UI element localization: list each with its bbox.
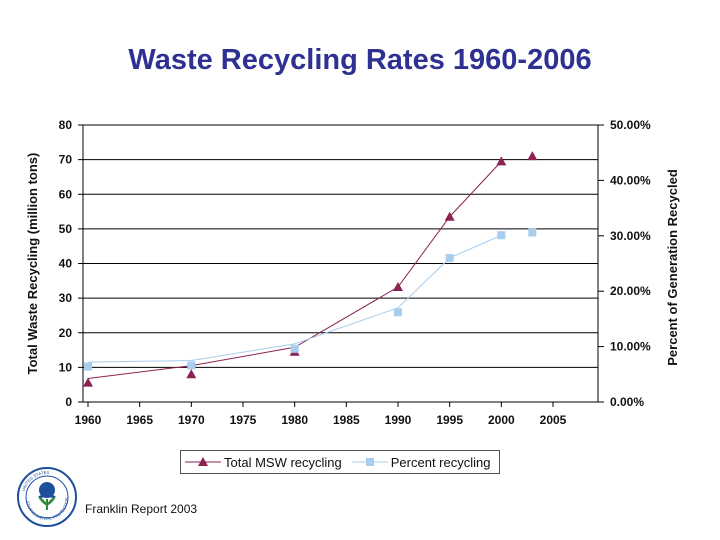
epa-seal-icon: UNITED STATES ENVIRONMENTAL PROTECTION <box>16 466 78 528</box>
legend-swatch-percent <box>351 455 388 469</box>
data-point-percent <box>497 231 506 240</box>
y2-tick-label: 50.00% <box>610 118 651 132</box>
x-tick-label: 1960 <box>75 413 102 427</box>
y-tick-label: 50 <box>59 222 73 236</box>
legend-label-percent: Percent recycling <box>390 454 491 470</box>
y2-tick-label: 40.00% <box>610 173 651 187</box>
x-tick-label: 1995 <box>436 413 463 427</box>
x-tick-label: 1970 <box>178 413 205 427</box>
data-point-percent <box>445 253 454 262</box>
y-tick-label: 70 <box>59 153 73 167</box>
data-point-msw <box>83 377 93 387</box>
x-tick-label: 1975 <box>230 413 257 427</box>
y2-tick-label: 10.00% <box>610 340 651 354</box>
legend-swatch-msw <box>185 455 221 469</box>
y-axis-title: Total Waste Recycling (million tons) <box>25 153 40 375</box>
y2-tick-label: 20.00% <box>610 284 651 298</box>
y-tick-label: 30 <box>59 291 73 305</box>
data-point-msw <box>527 151 538 161</box>
legend-entry-percent: Percent recycling <box>351 454 491 470</box>
data-point-percent <box>394 308 402 317</box>
data-point-percent <box>290 344 299 353</box>
data-point-percent <box>187 361 196 370</box>
data-point-msw <box>186 369 197 379</box>
y2-axis-title: Percent of Generation Recycled <box>665 169 680 366</box>
data-point-msw <box>444 211 455 221</box>
y2-tick-label: 0.00% <box>610 395 644 409</box>
data-point-percent <box>84 362 92 371</box>
series-line-percent <box>87 234 502 363</box>
source-footnote: Franklin Report 2003 <box>85 502 198 516</box>
y-tick-label: 40 <box>59 257 73 271</box>
x-tick-label: 1985 <box>333 413 360 427</box>
x-tick-label: 1990 <box>385 413 412 427</box>
data-point-msw <box>393 282 403 292</box>
data-point-percent <box>528 228 537 237</box>
x-tick-label: 2000 <box>488 413 515 427</box>
x-tick-label: 1980 <box>281 413 308 427</box>
legend-label-msw: Total MSW recycling <box>224 454 342 470</box>
chart-title: Waste Recycling Rates 1960-2006 <box>128 44 592 76</box>
y-tick-label: 10 <box>59 360 73 374</box>
y-tick-label: 0 <box>65 395 72 409</box>
series-line-msw <box>87 161 502 379</box>
y-tick-label: 80 <box>59 118 73 132</box>
x-tick-label: 1965 <box>126 413 153 427</box>
data-point-msw <box>496 156 507 166</box>
y-tick-label: 60 <box>59 187 73 201</box>
y-tick-label: 20 <box>59 326 73 340</box>
chart-legend: Total MSW recycling Percent recycling <box>180 450 500 474</box>
x-tick-label: 2005 <box>540 413 567 427</box>
legend-entry-msw: Total MSW recycling <box>185 455 342 470</box>
y2-tick-label: 30.00% <box>610 229 651 243</box>
